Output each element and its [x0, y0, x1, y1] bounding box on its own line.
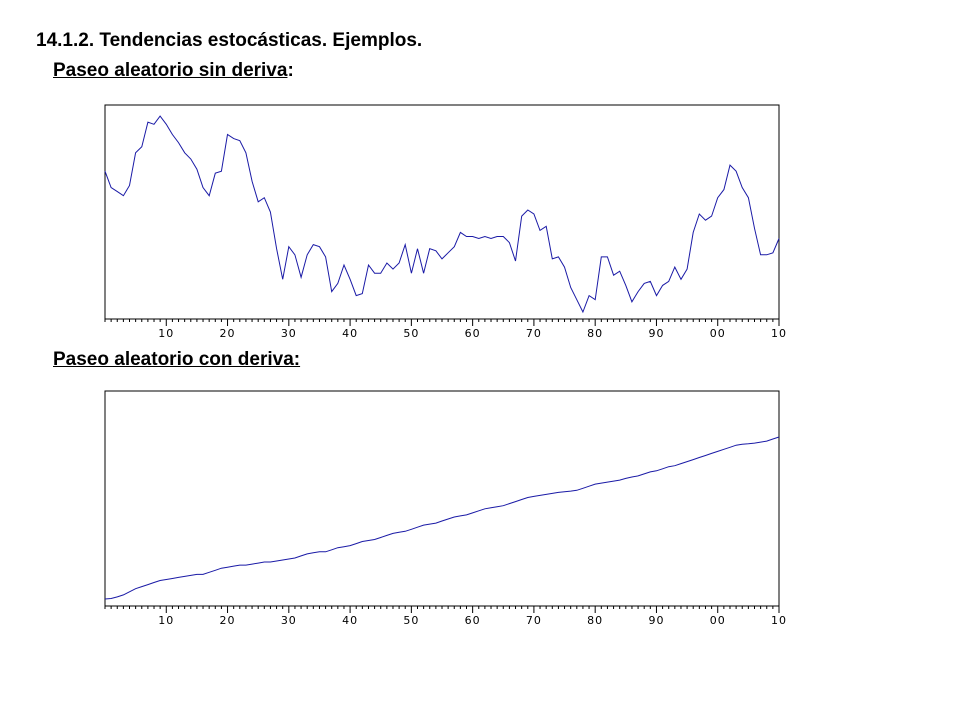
chart-2-x-tick-label: 40: [342, 614, 358, 627]
chart-2-x-tick-label: 20: [220, 614, 236, 627]
chart-2-x-tick-label: 60: [465, 614, 481, 627]
subtitle-random-walk-no-drift-text: Paseo aleatorio sin deriva: [53, 60, 288, 81]
subtitle-random-walk-no-drift: Paseo aleatorio sin deriva:: [53, 60, 294, 82]
chart-1-x-tick-label: 20: [220, 327, 236, 340]
chart-1-series-line: [104, 115, 780, 314]
subtitle-random-walk-with-drift-text: Paseo aleatorio con deriva:: [53, 349, 301, 370]
chart-1-x-tick-label: 10: [158, 327, 174, 340]
subtitle-random-walk-with-drift: Paseo aleatorio con deriva:: [53, 349, 300, 371]
chart-1-x-tick-label: 40: [342, 327, 358, 340]
chart-2-x-tick-label: 30: [281, 614, 297, 627]
subtitle-colon: :: [287, 60, 294, 81]
chart-1-x-tick-label: 10: [771, 327, 787, 340]
chart-2-x-tick-label: 00: [710, 614, 726, 627]
chart-1-x-tick-label: 70: [526, 327, 542, 340]
chart-2-x-tick-label: 50: [403, 614, 419, 627]
chart-1-x-tick-label: 80: [587, 327, 603, 340]
chart-1-x-tick-label: 60: [465, 327, 481, 340]
chart-1-x-tick-label: 50: [403, 327, 419, 340]
chart-1-x-tick-label: 90: [648, 327, 664, 340]
chart-2-series-line: [104, 436, 780, 600]
chart-2-x-tick-label: 10: [158, 614, 174, 627]
chart-2-x-tick-label: 90: [648, 614, 664, 627]
chart-2-x-tick-label: 70: [526, 614, 542, 627]
chart-2-x-tick-label: 10: [771, 614, 787, 627]
slide-title: 14.1.2. Tendencias estocásticas. Ejemplo…: [36, 30, 423, 51]
chart-2-x-tick-label: 80: [587, 614, 603, 627]
chart-1-plot-frame: [104, 104, 780, 320]
chart-1-x-tick-label: 30: [281, 327, 297, 340]
chart-1-x-tick-label: 00: [710, 327, 726, 340]
